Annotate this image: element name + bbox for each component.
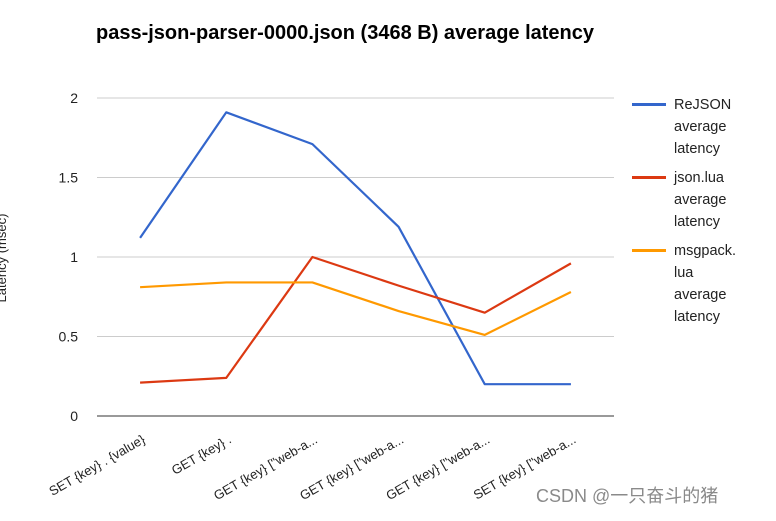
y-tick-label: 0: [70, 408, 78, 424]
series-line-1: [140, 255, 572, 384]
legend-swatch: [632, 176, 666, 179]
x-axis-ticks: SET {key} . {value} GET {key} .GET {key} …: [46, 431, 578, 503]
watermark: CSDN @一只奋斗的猪: [536, 486, 719, 506]
chart-title: pass-json-parser-0000.json (3468 B) aver…: [96, 22, 595, 44]
x-tick-label: SET {key} . {value}: [46, 431, 148, 498]
y-axis-ticks: 0 0.5 1 1.5 2: [59, 90, 79, 424]
series-line-0: [139, 111, 571, 386]
legend-label: json.lua average latency: [674, 170, 727, 230]
legend-item-1: json.lua average latency: [626, 167, 766, 233]
legend-swatch: [632, 249, 666, 252]
y-tick-label: 0.5: [59, 329, 79, 345]
legend-swatch: [632, 103, 666, 106]
series-lines: [139, 111, 572, 386]
y-tick-label: 2: [70, 90, 78, 106]
y-tick-label: 1.5: [59, 170, 79, 186]
series-line-2: [140, 281, 572, 337]
y-tick-label: 1: [70, 249, 78, 265]
gridlines: [97, 97, 614, 417]
legend-item-2: msgpack. lua average latency: [626, 240, 766, 328]
y-axis-label: Latency (msec): [0, 214, 9, 303]
legend-label: msgpack. lua average latency: [674, 243, 737, 325]
x-tick-label: GET {key} .: [169, 432, 234, 478]
legend: ReJSON average latency json.lua average l…: [626, 94, 766, 335]
legend-item-0: ReJSON average latency: [626, 94, 766, 160]
legend-label: ReJSON average latency: [674, 97, 732, 157]
